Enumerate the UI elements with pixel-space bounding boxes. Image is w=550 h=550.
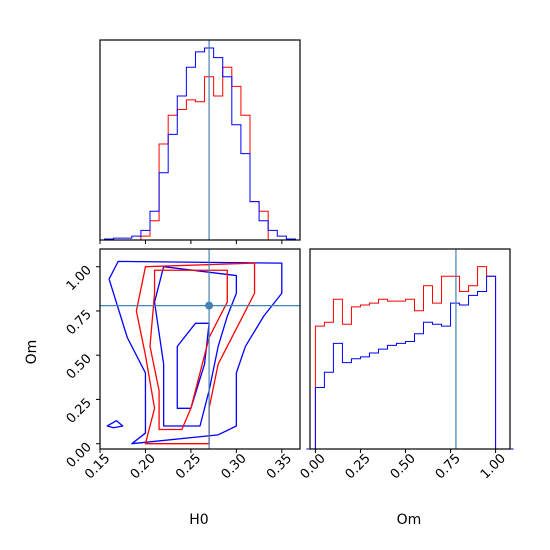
xlabel-Om: Om [397, 512, 422, 528]
panel-2d-H0-Om: 0.15 0.20 0.25 0.30 0.35 0.000.250.500.751.0… [64, 248, 301, 482]
contours-2d [106, 260, 283, 445]
hist-Om-blue [306, 275, 514, 450]
hist-H0-blue [104, 47, 296, 240]
ticklabel-2d-x-4: 0.35 [264, 451, 295, 482]
ticks-Om-x: 0.00 0.25 0.50 0.75 1.00 [298, 449, 509, 482]
ticklabel-2d-y-3: 0.75 [64, 307, 95, 338]
panel-hist-H0 [99, 39, 301, 244]
frame-hist-Om [309, 248, 511, 450]
panel-hist-Om: 0.00 0.25 0.50 0.75 1.00 [298, 248, 514, 482]
xlabel-H0: H0 [189, 512, 208, 528]
ticklabel-2d-x-3: 0.30 [219, 451, 250, 482]
hist-Om-red [306, 266, 514, 450]
contour-blue-outer [108, 260, 283, 445]
ticklabel-Om-x-3: 0.75 [433, 451, 464, 482]
truth-point [205, 301, 214, 310]
ticklabel-Om-x-4: 1.00 [478, 451, 509, 482]
frame-hist-H0 [99, 39, 301, 241]
ticklabel-2d-y-2: 0.50 [64, 351, 95, 382]
contours-clipped [106, 260, 283, 445]
contour-blue-core [176, 322, 210, 409]
hist-H0-ticks [99, 240, 283, 244]
ticklabel-2d-y-1: 0.25 [64, 396, 95, 427]
frame-2d [99, 248, 301, 450]
ticklabel-2d-x-2: 0.25 [173, 451, 204, 482]
ticklabel-Om-x-2: 0.50 [388, 451, 419, 482]
hist-Om-blue-step [306, 275, 514, 450]
contour-blue-inner [153, 266, 238, 427]
ticklabel-Om-x-1: 0.25 [343, 451, 374, 482]
hist-H0-red-step [104, 66, 296, 241]
ticklabel-2d-x-1: 0.20 [128, 451, 159, 482]
contour-blue-small [106, 420, 124, 429]
ticklabel-Om-x-0: 0.00 [298, 451, 329, 482]
ticks-2d-y: 0.000.250.500.751.00 [64, 263, 100, 471]
ylabel-Om: Om [24, 340, 40, 365]
hist-H0-red [104, 66, 296, 241]
ticks-2d-x: 0.15 0.20 0.25 0.30 0.35 [82, 449, 295, 482]
ticklabel-2d-y-4: 1.00 [64, 263, 95, 294]
hist-Om-red-step [306, 266, 514, 450]
hist-H0-blue-step [104, 47, 296, 240]
contour-red-inner [149, 269, 228, 431]
